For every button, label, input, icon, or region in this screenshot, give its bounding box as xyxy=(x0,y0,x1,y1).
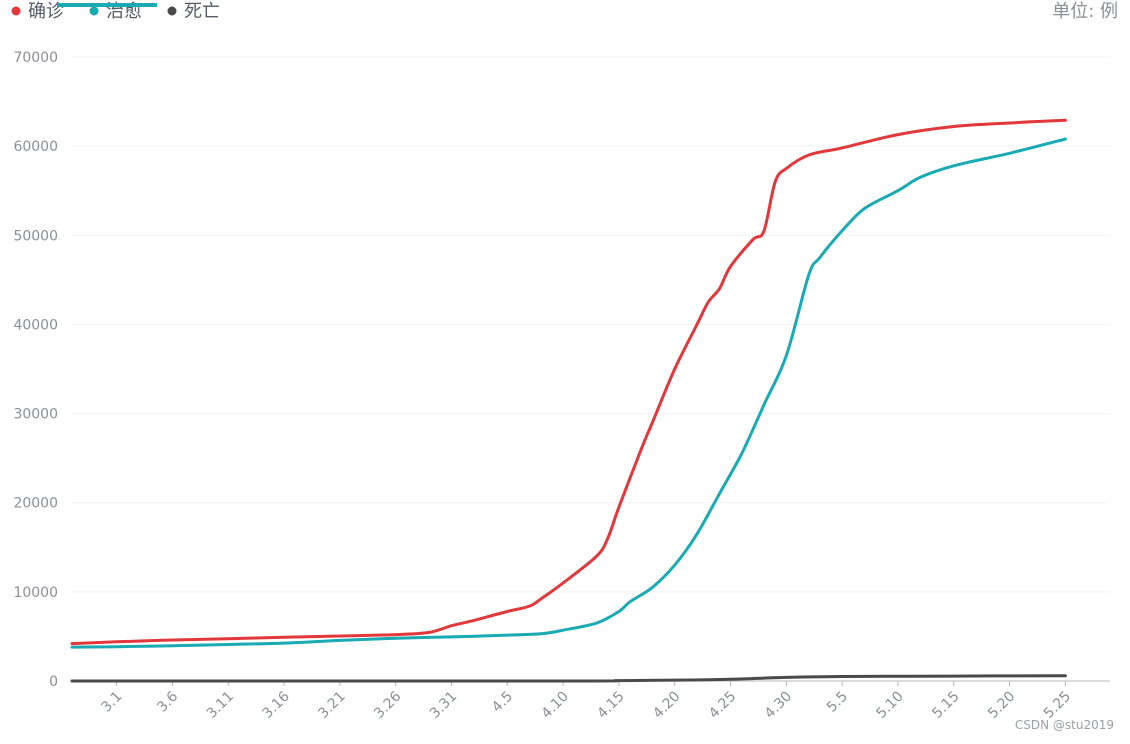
legend-item-0[interactable]: 确诊 xyxy=(11,1,65,22)
active-tab-indicator xyxy=(57,3,157,7)
x-tick-label: 4.30 xyxy=(762,689,795,722)
series-group xyxy=(70,118,1067,683)
unit-label: 单位: 例 xyxy=(1052,1,1118,22)
x-tick-label: 5.20 xyxy=(985,689,1018,722)
x-tick-label: 3.6 xyxy=(154,688,181,715)
x-tick-label: 4.10 xyxy=(539,689,572,722)
x-tick-label: 3.26 xyxy=(371,688,404,721)
x-tick-label: 4.5 xyxy=(489,689,516,716)
legend-item-2[interactable]: 死亡 xyxy=(167,1,221,22)
legend-label: 死亡 xyxy=(184,1,220,22)
y-tick-label: 30000 xyxy=(13,407,58,423)
legend-dot xyxy=(89,6,99,16)
legend-dot xyxy=(167,6,177,16)
legend[interactable]: 确诊 治愈 死亡 xyxy=(11,1,221,22)
x-tick-label: 3.1 xyxy=(98,689,125,716)
watermark: CSDN @stu2019 xyxy=(1015,718,1114,732)
x-tick-label: 5.15 xyxy=(929,689,962,722)
y-tick-label: 10000 xyxy=(13,585,58,601)
series-line-0 xyxy=(70,118,1067,646)
x-tick-label: 5.10 xyxy=(873,689,906,722)
y-tick-label: 20000 xyxy=(13,496,58,512)
x-tick-label: 4.20 xyxy=(650,689,683,722)
x-tick-label: 3.31 xyxy=(427,689,460,722)
x-tick-label: 3.11 xyxy=(204,689,237,722)
y-tick-label: 70000 xyxy=(13,50,58,66)
y-tick-label: 50000 xyxy=(13,228,58,244)
series-line-1 xyxy=(70,137,1067,649)
x-tick-label: 3.16 xyxy=(260,688,293,721)
legend-dot xyxy=(11,6,21,16)
y-tick-label: 0 xyxy=(49,674,58,690)
series-line-2 xyxy=(70,674,1067,683)
grid xyxy=(72,56,1110,682)
y-tick-label: 60000 xyxy=(13,139,58,155)
y-tick-label: 40000 xyxy=(13,317,58,333)
x-tick-label: 5.25 xyxy=(1041,689,1074,722)
x-tick-label: 4.15 xyxy=(594,689,627,722)
x-tick-label: 3.21 xyxy=(315,689,348,722)
legend-label: 确诊 xyxy=(28,1,64,22)
x-tick-label: 5.5 xyxy=(824,689,851,716)
axes: 0 10000 20000 30000 40000 50000 60000 70000 3.1 3… xyxy=(13,50,1110,722)
x-tick-label: 4.25 xyxy=(706,689,739,722)
